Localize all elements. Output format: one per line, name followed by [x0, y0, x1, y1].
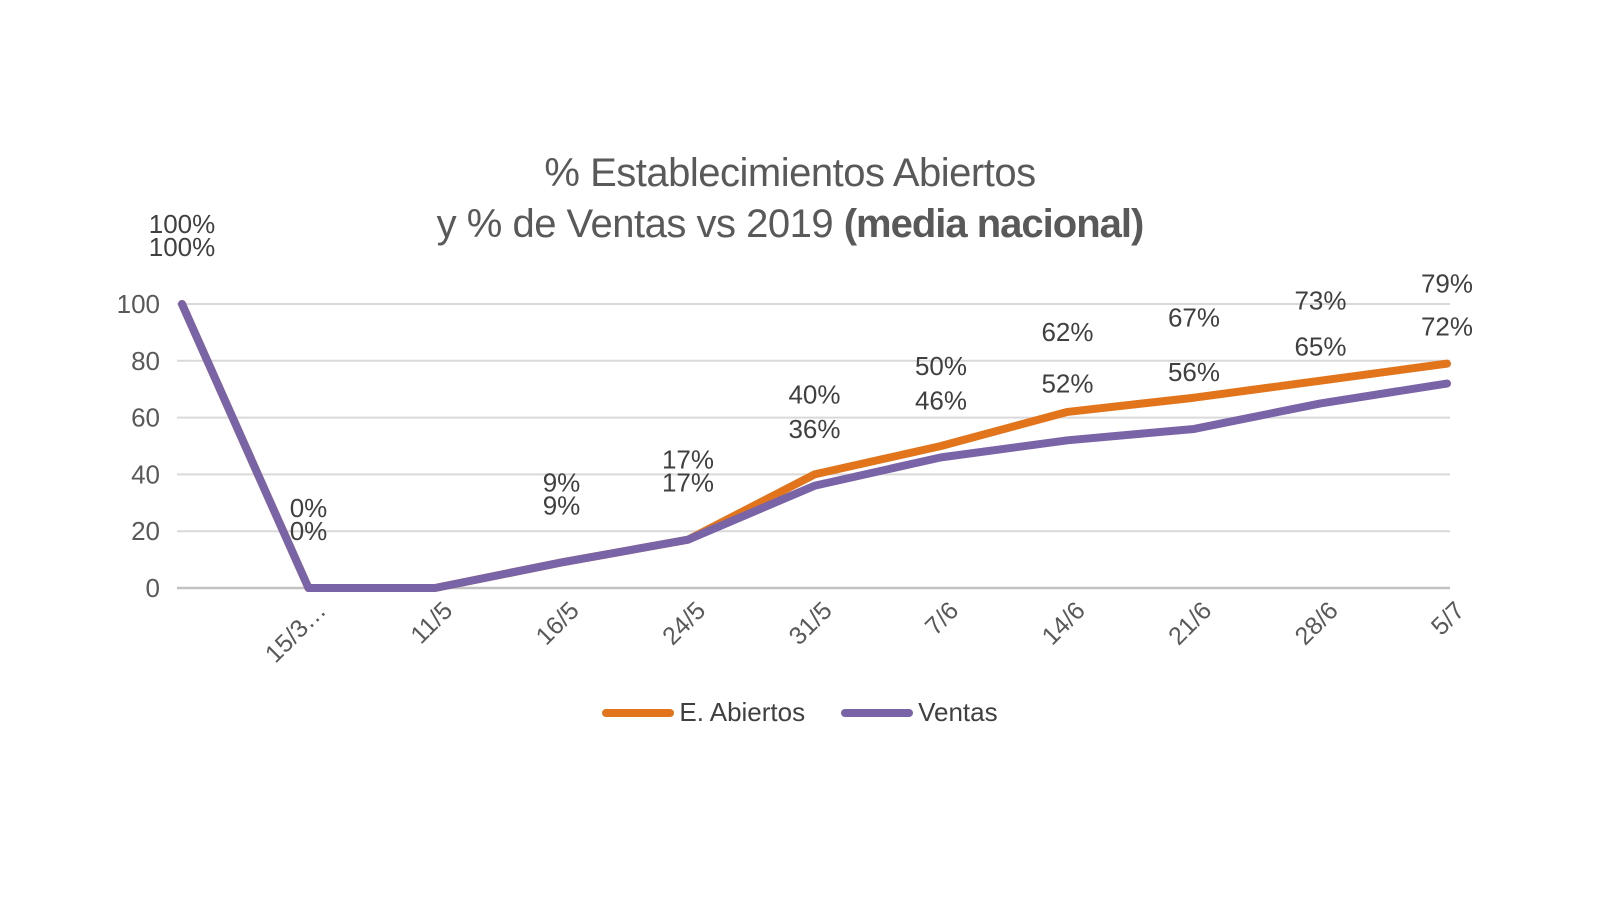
data-label: 0% [290, 493, 328, 523]
data-label: 36% [788, 414, 840, 444]
data-label: 9% [543, 467, 581, 497]
x-axis-tick-label: 14/6 [1037, 596, 1091, 650]
data-label: 72% [1421, 312, 1473, 342]
series-line-e-abiertos [178, 300, 1451, 592]
x-axis-tick-label: 28/6 [1290, 596, 1344, 650]
x-axis-tick-label: 21/6 [1163, 596, 1217, 650]
y-axis-tick-label: 0 [146, 573, 160, 603]
legend-label-e-abiertos: E. Abiertos [679, 697, 806, 727]
legend-line-swatch-ventas [841, 708, 914, 717]
y-axis-tick-label: 40 [131, 459, 160, 489]
data-label: 17% [662, 468, 714, 498]
data-label: 100% [149, 232, 216, 262]
data-label: 65% [1294, 331, 1346, 361]
legend: E. Abiertos Ventas [0, 697, 1600, 728]
data-label: 0% [290, 516, 328, 546]
series-line-ventas [178, 300, 1451, 592]
data-label: 9% [543, 490, 581, 520]
x-axis-tick-label: 7/6 [920, 596, 964, 640]
data-label: 50% [915, 351, 967, 381]
x-axis-tick-label: 31/5 [784, 596, 838, 650]
legend-label-ventas: Ventas [918, 697, 998, 727]
data-label: 73% [1294, 286, 1346, 316]
y-axis-tick-label: 100 [117, 289, 160, 319]
x-axis-tick-label: 16/5 [531, 596, 585, 650]
data-label: 46% [915, 385, 967, 415]
x-axis-tick-label: 11/5 [405, 596, 458, 649]
x-axis-tick-label: 24/5 [657, 596, 711, 650]
data-label: 52% [1041, 368, 1093, 398]
x-axis-tick-label: 15/3… [260, 596, 332, 668]
data-label: 40% [788, 379, 840, 409]
data-label: 100% [149, 209, 216, 239]
legend-line-swatch-e-abiertos [602, 708, 675, 717]
data-label: 62% [1041, 317, 1093, 347]
y-axis-tick-label: 60 [131, 403, 160, 433]
data-label: 79% [1421, 269, 1473, 299]
legend-item-ventas[interactable]: Ventas [841, 697, 998, 728]
data-label: 56% [1168, 357, 1220, 387]
y-axis-tick-label: 20 [131, 516, 160, 546]
data-label: 67% [1168, 303, 1220, 333]
y-axis-tick-label: 80 [131, 346, 160, 376]
data-label: 17% [662, 445, 714, 475]
legend-item-e-abiertos[interactable]: E. Abiertos [602, 697, 805, 728]
x-axis-tick-label: 5/7 [1426, 596, 1470, 640]
